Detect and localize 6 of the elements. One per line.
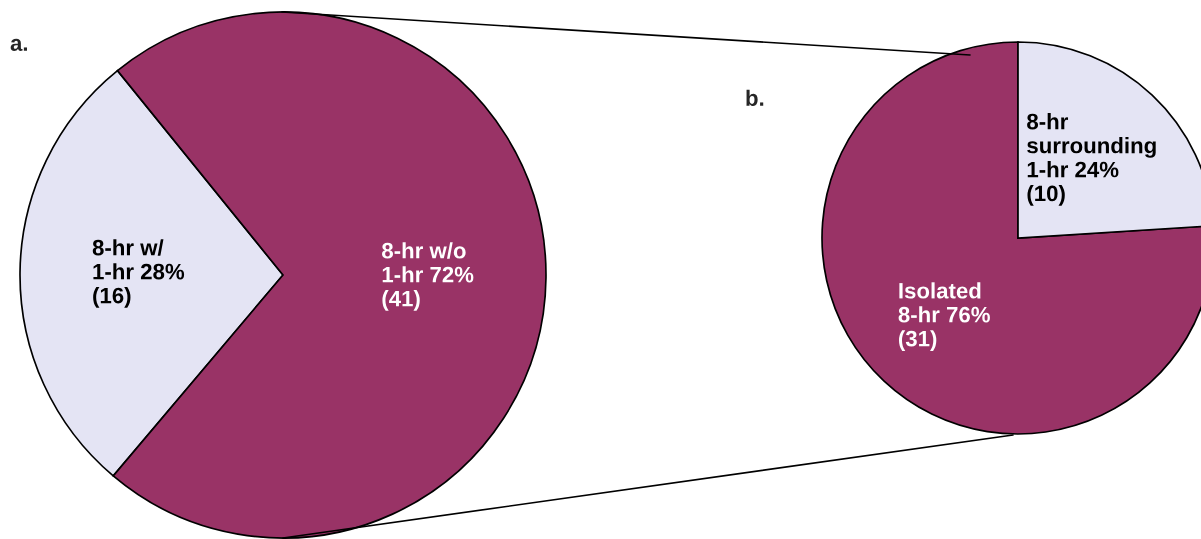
text: b. [746, 89, 764, 106]
slice-label: 8-hr w/ 1-hr 28% (16) [92, 239, 185, 308]
slice-label: 8-hr w/o 1-hr 72% (41) [382, 242, 474, 311]
slice-label: Isolated 8-hr 76% (31) [898, 282, 990, 351]
slice-label: 8-hr surrounding 1-hr 24% (10) [1027, 113, 1156, 206]
text: a. [10, 38, 27, 51]
